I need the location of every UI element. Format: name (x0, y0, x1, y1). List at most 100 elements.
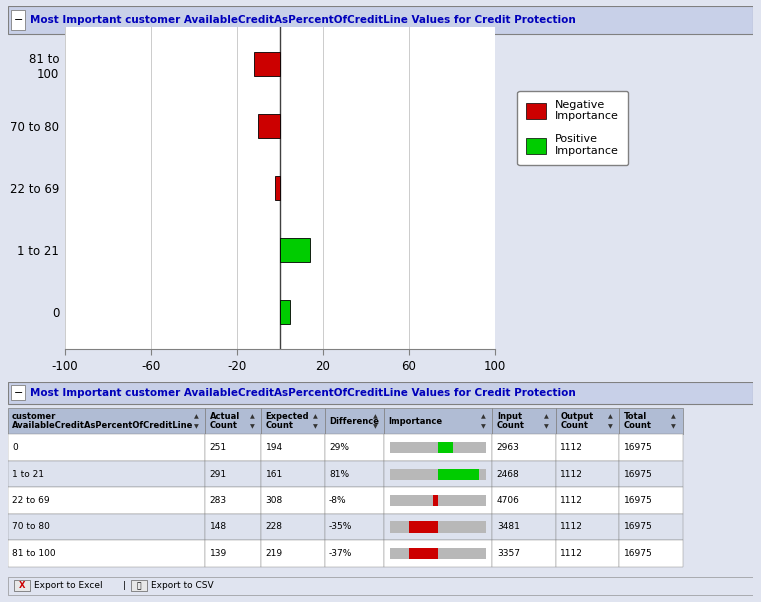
Bar (432, 495, 438, 506)
Bar (438, 442, 453, 453)
Bar (384, 435, 492, 461)
Bar (8, 408, 205, 435)
Bar (8, 487, 205, 514)
Text: -8%: -8% (329, 496, 347, 505)
Bar (384, 540, 492, 566)
Bar (325, 461, 384, 487)
Text: X: X (18, 582, 25, 591)
Bar (492, 435, 556, 461)
Text: ▲: ▲ (608, 414, 613, 419)
Text: 💾: 💾 (136, 582, 142, 591)
Text: Output
Count: Output Count (560, 412, 594, 430)
Bar (325, 435, 384, 461)
Text: 0: 0 (12, 443, 18, 452)
Text: ▼: ▼ (314, 424, 318, 429)
Legend: Negative
Importance, Positive
Importance: Negative Importance, Positive Importance (517, 91, 628, 165)
Bar (8, 461, 205, 487)
Text: 4706: 4706 (497, 496, 520, 505)
Text: 3357: 3357 (497, 549, 520, 558)
Bar (325, 487, 384, 514)
Bar (8, 540, 205, 566)
Text: -35%: -35% (329, 523, 352, 532)
Text: ▲: ▲ (250, 414, 255, 419)
Text: 1112: 1112 (560, 496, 583, 505)
Text: ▲: ▲ (671, 414, 676, 419)
Text: ▼: ▼ (250, 424, 255, 429)
Text: ▼: ▼ (608, 424, 613, 429)
Text: 81 to 100: 81 to 100 (12, 549, 56, 558)
Bar (261, 514, 325, 540)
Text: −: − (14, 15, 23, 25)
Bar (556, 408, 619, 435)
Bar (325, 514, 384, 540)
Bar (261, 408, 325, 435)
Text: 308: 308 (266, 496, 283, 505)
Bar (131, 580, 147, 591)
Bar (390, 495, 486, 506)
Text: 22 to 69: 22 to 69 (12, 496, 49, 505)
Text: 3481: 3481 (497, 523, 520, 532)
Text: customer
AvailableCreditAsPercentOfCreditLine: customer AvailableCreditAsPercentOfCredi… (12, 412, 193, 430)
Text: Export to CSV: Export to CSV (151, 582, 213, 591)
Text: ▼: ▼ (194, 424, 199, 429)
Bar (619, 487, 683, 514)
Text: 1 to 21: 1 to 21 (12, 470, 44, 479)
Text: 148: 148 (210, 523, 227, 532)
Bar (325, 540, 384, 566)
Text: 1112: 1112 (560, 470, 583, 479)
Bar (205, 435, 261, 461)
Bar (205, 540, 261, 566)
Bar (390, 442, 486, 453)
Text: ▼: ▼ (373, 424, 377, 429)
Bar (556, 461, 619, 487)
Text: ▲: ▲ (314, 414, 318, 419)
Text: Actual
Count: Actual Count (210, 412, 240, 430)
Bar (409, 548, 438, 559)
Bar (384, 408, 492, 435)
Bar (8, 382, 753, 403)
Text: 16975: 16975 (623, 549, 652, 558)
Bar (390, 468, 486, 480)
Bar (261, 461, 325, 487)
Bar (384, 461, 492, 487)
Text: Total
Count: Total Count (623, 412, 651, 430)
Text: 29%: 29% (329, 443, 349, 452)
Text: 16975: 16975 (623, 470, 652, 479)
Bar (492, 540, 556, 566)
Text: 1112: 1112 (560, 443, 583, 452)
Bar (275, 176, 279, 200)
Text: ▲: ▲ (544, 414, 549, 419)
Text: 283: 283 (210, 496, 227, 505)
Text: Export to Excel: Export to Excel (33, 582, 102, 591)
Text: Difference: Difference (329, 417, 379, 426)
Text: Input
Count: Input Count (497, 412, 525, 430)
Bar (205, 408, 261, 435)
Text: ▲: ▲ (194, 414, 199, 419)
Bar (205, 487, 261, 514)
Text: 1112: 1112 (560, 523, 583, 532)
Bar (279, 300, 291, 324)
Bar (8, 6, 753, 34)
Text: 219: 219 (266, 549, 283, 558)
Bar (619, 461, 683, 487)
Bar (11, 10, 25, 30)
Text: 2468: 2468 (497, 470, 520, 479)
Bar (8, 577, 753, 595)
Bar (492, 514, 556, 540)
Bar (492, 408, 556, 435)
Bar (261, 487, 325, 514)
Text: −: − (14, 388, 23, 398)
Bar (619, 435, 683, 461)
Bar (205, 461, 261, 487)
Bar (409, 521, 438, 533)
Text: 16975: 16975 (623, 496, 652, 505)
Bar (492, 461, 556, 487)
Text: Most Important customer AvailableCreditAsPercentOfCreditLine Values for Credit P: Most Important customer AvailableCreditA… (30, 388, 576, 398)
Text: ▲: ▲ (373, 414, 377, 419)
Bar (325, 408, 384, 435)
Bar (390, 548, 486, 559)
Bar (619, 514, 683, 540)
Text: ▼: ▼ (481, 424, 486, 429)
Text: 1112: 1112 (560, 549, 583, 558)
Text: Most Important customer AvailableCreditAsPercentOfCreditLine Values for Credit P: Most Important customer AvailableCreditA… (30, 15, 576, 25)
